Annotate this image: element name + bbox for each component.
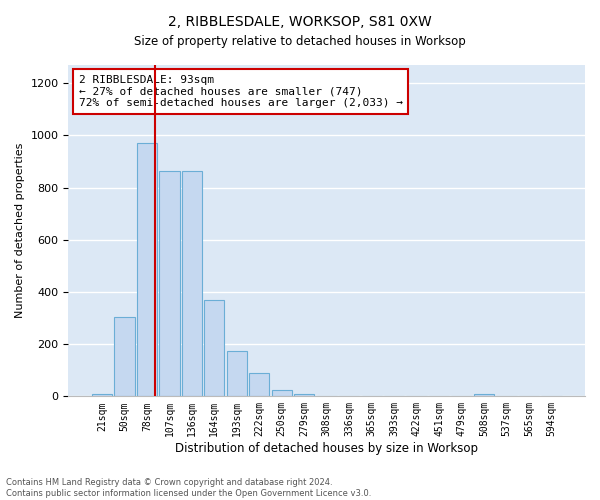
- Text: Contains HM Land Registry data © Crown copyright and database right 2024.
Contai: Contains HM Land Registry data © Crown c…: [6, 478, 371, 498]
- Bar: [92, 394, 112, 396]
- Y-axis label: Number of detached properties: Number of detached properties: [15, 143, 25, 318]
- Bar: [115, 317, 134, 396]
- Bar: [204, 300, 224, 396]
- Bar: [159, 172, 179, 396]
- Bar: [182, 172, 202, 396]
- Bar: [474, 394, 494, 396]
- Bar: [272, 390, 292, 396]
- Text: 2 RIBBLESDALE: 93sqm
← 27% of detached houses are smaller (747)
72% of semi-deta: 2 RIBBLESDALE: 93sqm ← 27% of detached h…: [79, 75, 403, 108]
- Text: 2, RIBBLESDALE, WORKSOP, S81 0XW: 2, RIBBLESDALE, WORKSOP, S81 0XW: [168, 15, 432, 29]
- Text: Size of property relative to detached houses in Worksop: Size of property relative to detached ho…: [134, 35, 466, 48]
- Bar: [249, 374, 269, 396]
- X-axis label: Distribution of detached houses by size in Worksop: Distribution of detached houses by size …: [175, 442, 478, 455]
- Bar: [227, 352, 247, 397]
- Bar: [294, 394, 314, 396]
- Bar: [137, 144, 157, 396]
